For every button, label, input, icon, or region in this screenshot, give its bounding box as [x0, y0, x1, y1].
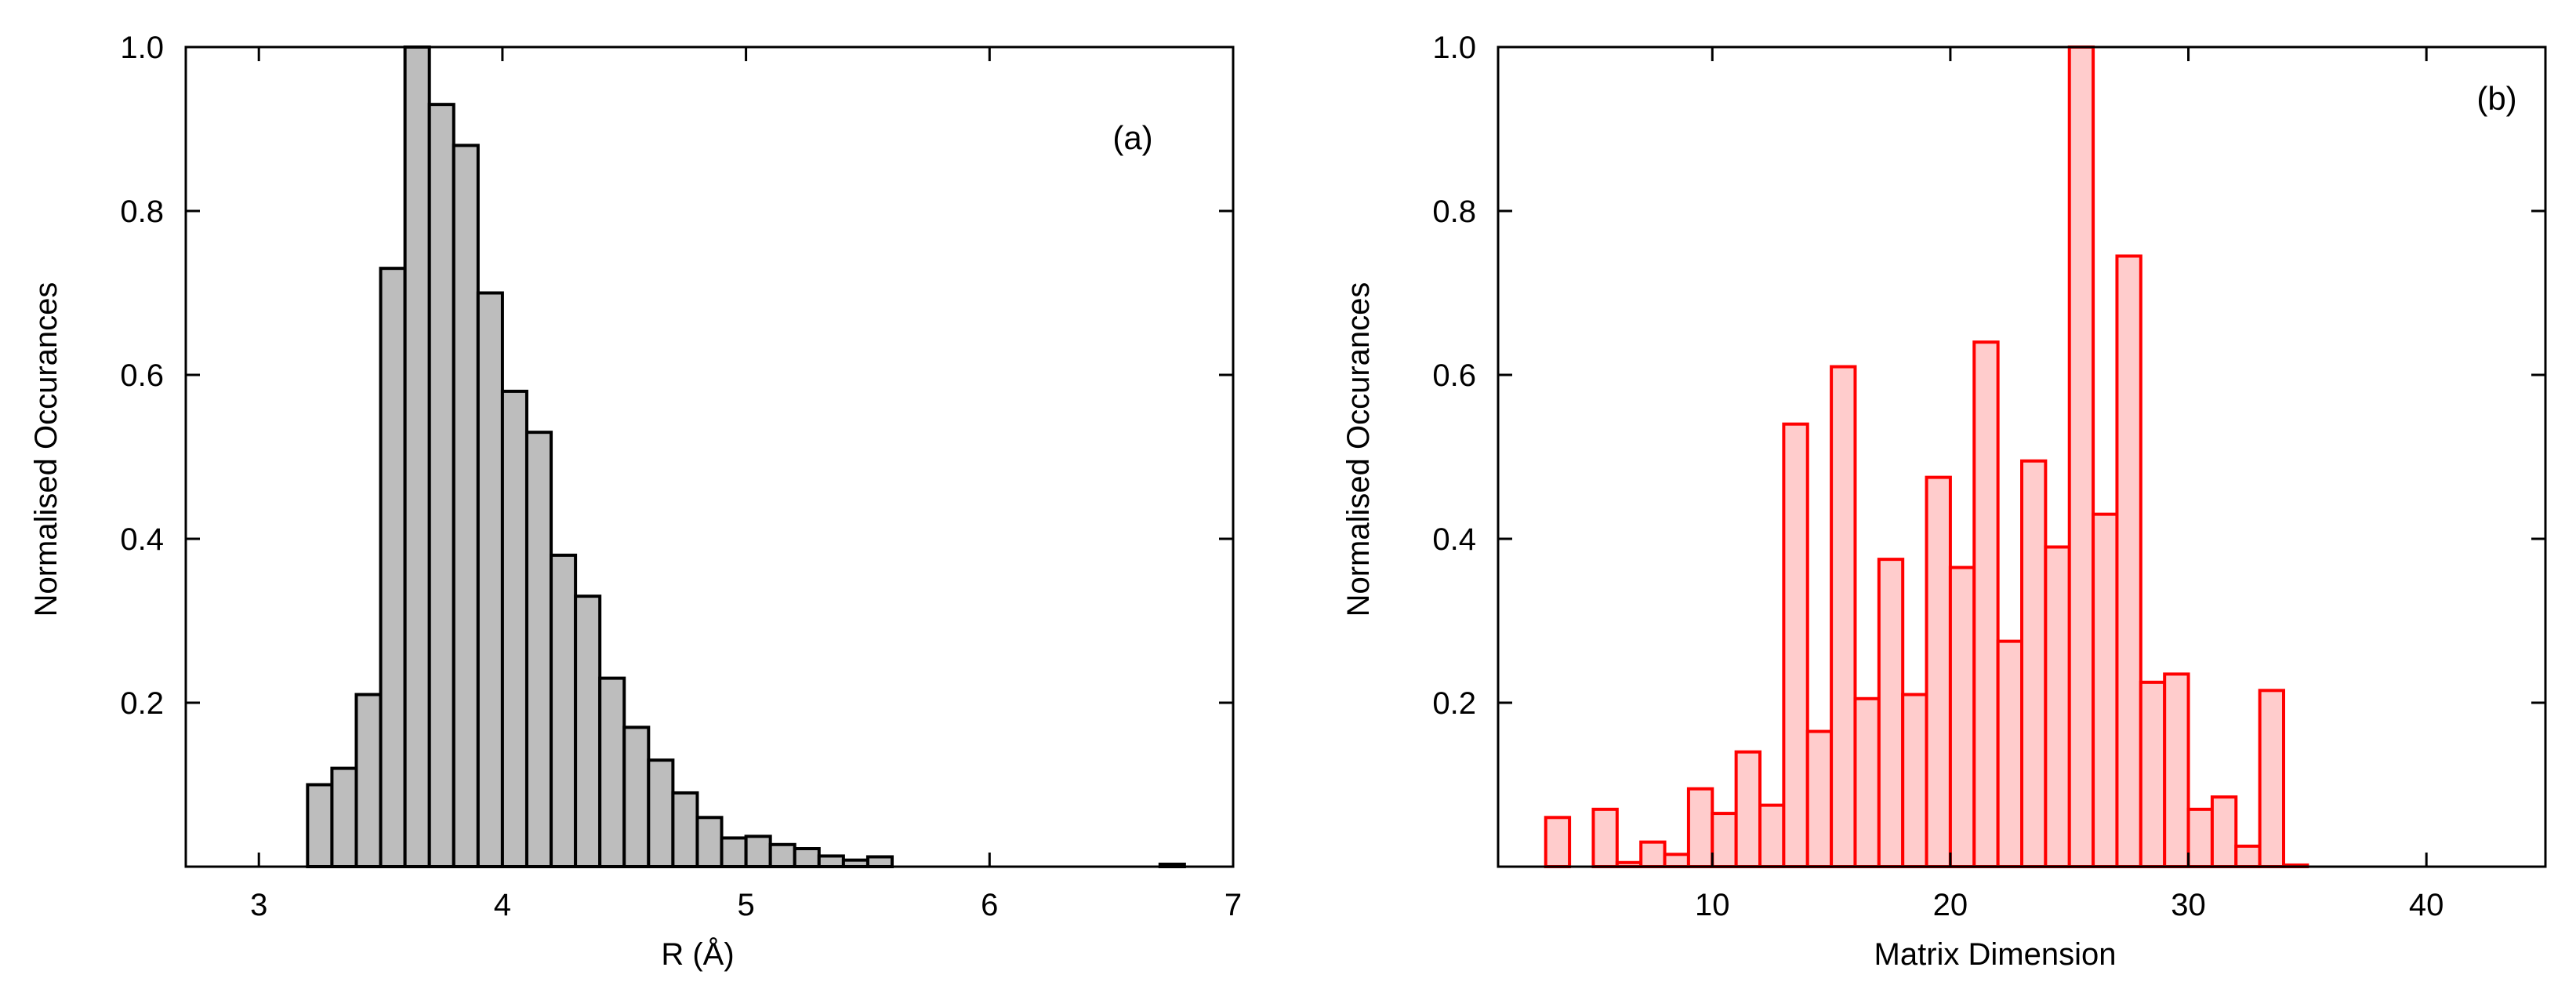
panel-b: (b) Matrix Dimension Normalised Occuranc… [1341, 31, 2547, 972]
panel-b-bar [1877, 558, 1905, 868]
panel-a-bar [306, 783, 334, 868]
panel-a-bar [865, 855, 894, 868]
panel-b-bar [2139, 680, 2167, 868]
panel-a-bar [476, 291, 504, 868]
panel-b-x-tick-label: 10 [1695, 888, 1730, 922]
panel-b-bar [2163, 672, 2190, 868]
panel-a-bar [550, 553, 578, 869]
panel-b-plot-frame [1497, 45, 2547, 868]
panel-b-y-tick-label: 0.6 [1432, 358, 1476, 393]
panel-b-bar [1901, 693, 1928, 868]
panel-a-y-tick-label: 0.8 [120, 195, 164, 229]
panel-b-bar [1830, 365, 1857, 868]
panel-a-x-tick-label: 4 [494, 888, 511, 922]
panel-a-bar [622, 725, 651, 868]
panel-a-y-tick-label: 1.0 [120, 31, 164, 65]
panel-b-y-tick-label: 0.4 [1432, 522, 1476, 557]
panel-a: (a) R (Å) Normalised Occurances 3 4 5 6 7 0.2… [29, 31, 1242, 972]
panel-b-bar [2020, 459, 2048, 868]
panel-b-y-axis-label: Normalised Occurances [1341, 282, 1376, 617]
panel-b-bar [1591, 807, 1619, 868]
panel-a-bar [379, 267, 407, 868]
panel-a-y-tick-label: 0.2 [120, 686, 164, 721]
panel-b-x-tick-label: 30 [2171, 888, 2206, 922]
panel-b-bar [2067, 45, 2095, 868]
panel-a-bars [306, 45, 1186, 869]
panel-a-bar [403, 45, 431, 868]
panel-a-bar [647, 758, 675, 869]
panel-a-bar [354, 693, 383, 868]
panel-a-bar [768, 842, 796, 869]
panel-a-x-tick-label: 7 [1225, 888, 1242, 922]
panel-b-x-tick-label: 40 [2409, 888, 2444, 922]
panel-a-x-tick-label: 5 [737, 888, 754, 922]
panel-a-bar [452, 144, 480, 868]
panel-a-bar [720, 836, 748, 869]
panel-a-y-axis-label: Normalised Occurances [29, 282, 63, 617]
panel-a-y-tick-label: 0.6 [120, 358, 164, 393]
panel-a-bar [574, 595, 602, 869]
panel-b-bar [1734, 750, 1762, 869]
panel-a-bar [793, 847, 821, 869]
panel-b-tag: (b) [2476, 80, 2516, 117]
panel-b-bar [1758, 803, 1786, 868]
panel-b-bar [2234, 844, 2262, 868]
panel-a-x-tick-label: 3 [250, 888, 267, 922]
panel-a-plot-frame [184, 45, 1235, 868]
panel-b-bar [2186, 807, 2214, 868]
panel-b-bar [1782, 422, 1809, 868]
panel-a-tag: (a) [1112, 119, 1152, 156]
panel-b-bar [2258, 689, 2286, 869]
panel-b-y-tick-label: 0.8 [1432, 195, 1476, 229]
panel-b-y-tick-label: 0.2 [1432, 686, 1476, 721]
panel-b-bar [1996, 639, 2024, 868]
panel-b-bar [1711, 812, 1738, 868]
panel-a-bar [671, 791, 699, 869]
panel-a-bar [817, 854, 845, 869]
panel-a-x-axis-label: R (Å) [661, 936, 734, 972]
panel-a-bar [524, 431, 553, 868]
panel-b-x-tick-label: 20 [1933, 888, 1968, 922]
panel-b-bar [1663, 853, 1690, 868]
panel-a-bar [427, 103, 455, 868]
panel-b-bar [1925, 475, 1952, 868]
panel-b-bar [2115, 254, 2142, 869]
panel-b-bar [1686, 787, 1714, 868]
panel-b-bar [1805, 729, 1834, 869]
panel-b-y-tick-label: 1.0 [1432, 31, 1476, 65]
panel-b-bar [1639, 840, 1667, 869]
panel-b-bar [1853, 696, 1881, 869]
panel-b-x-axis-label: Matrix Dimension [1874, 937, 2117, 972]
panel-a-bar [500, 389, 528, 868]
panel-b-bar [1972, 340, 2000, 868]
panel-b-bar [2210, 795, 2238, 868]
panel-b-bar [1544, 816, 1572, 869]
panel-a-bar [744, 835, 772, 868]
panel-a-x-tick-label: 6 [981, 888, 998, 922]
panel-a-bar [598, 676, 626, 869]
panel-a-bar [695, 816, 724, 869]
panel-b-bar [1948, 565, 1976, 868]
panel-a-bar [330, 766, 358, 868]
panel-b-bar [2092, 512, 2119, 869]
panel-b-bar [2044, 545, 2071, 868]
panel-a-y-tick-label: 0.4 [120, 522, 164, 557]
panel-b-bars [1544, 45, 2309, 869]
